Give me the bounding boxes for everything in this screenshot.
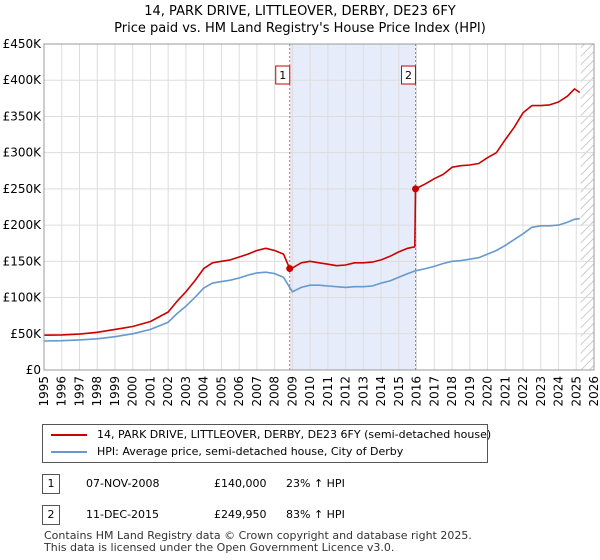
x-tick-label: 2014 bbox=[374, 376, 388, 407]
shaded-period bbox=[289, 44, 416, 370]
annotation-label: 2 bbox=[405, 69, 412, 82]
transaction-hpi: 83% ↑ HPI bbox=[286, 508, 345, 521]
x-tick-label: 1995 bbox=[37, 376, 51, 407]
x-tick-label: 2010 bbox=[303, 376, 317, 407]
y-tick-label: £100K bbox=[3, 291, 43, 305]
y-tick-label: £200K bbox=[3, 218, 43, 232]
x-tick-label: 2023 bbox=[534, 376, 548, 407]
series-line-property bbox=[43, 88, 581, 336]
sale-point bbox=[286, 265, 294, 273]
x-tick-label: 2008 bbox=[268, 376, 282, 407]
series-line-hpi bbox=[43, 217, 580, 342]
transaction-marker: 2 bbox=[42, 505, 60, 525]
x-tick-label: 2013 bbox=[356, 376, 370, 407]
x-tick-label: 2026 bbox=[587, 376, 600, 407]
annotation-box bbox=[275, 65, 291, 85]
transaction-date: 11-DEC-2015 bbox=[86, 508, 160, 521]
x-tick-label: 1999 bbox=[108, 376, 122, 407]
y-tick-label: £350K bbox=[3, 109, 43, 123]
x-tick-label: 2020 bbox=[481, 376, 495, 407]
legend-swatch-property bbox=[51, 434, 87, 436]
legend: 14, PARK DRIVE, LITTLEOVER, DERBY, DE23 … bbox=[42, 424, 492, 463]
plot-border bbox=[43, 43, 595, 371]
transaction-price: £249,950 bbox=[214, 508, 267, 521]
x-tick-label: 2000 bbox=[126, 376, 140, 407]
x-tick-label: 2021 bbox=[498, 376, 512, 407]
footer: Contains HM Land Registry data © Crown c… bbox=[44, 530, 472, 554]
x-tick-label: 2009 bbox=[285, 376, 299, 407]
y-tick-label: £250K bbox=[3, 182, 43, 196]
transaction-date: 07-NOV-2008 bbox=[86, 477, 160, 490]
y-tick-label: £150K bbox=[3, 254, 43, 268]
footer-licence: This data is licensed under the Open Gov… bbox=[44, 541, 395, 554]
x-tick-label: 2006 bbox=[232, 376, 246, 407]
x-tick-label: 1997 bbox=[72, 376, 86, 407]
x-tick-label: 1996 bbox=[55, 376, 69, 407]
footer-copyright: Contains HM Land Registry data © Crown c… bbox=[44, 529, 472, 542]
x-tick-label: 2012 bbox=[339, 376, 353, 407]
x-tick-label: 2017 bbox=[427, 376, 441, 407]
x-tick-label: 2015 bbox=[392, 376, 406, 407]
x-tick-label: 2024 bbox=[552, 376, 566, 407]
x-tick-label: 2005 bbox=[214, 376, 228, 407]
transaction-row: 2 11-DEC-2015 £249,950 83% ↑ HPI bbox=[42, 505, 345, 525]
legend-label-property: 14, PARK DRIVE, LITTLEOVER, DERBY, DE23 … bbox=[97, 428, 492, 441]
x-tick-label: 2001 bbox=[143, 376, 157, 407]
x-tick-label: 2025 bbox=[569, 376, 583, 407]
transaction-row: 1 07-NOV-2008 £140,000 23% ↑ HPI bbox=[42, 474, 345, 494]
transaction-marker: 1 bbox=[42, 474, 60, 494]
y-tick-label: £50K bbox=[10, 327, 42, 341]
chart-subtitle: Price paid vs. HM Land Registry's House … bbox=[114, 21, 486, 36]
chart-title: 14, PARK DRIVE, LITTLEOVER, DERBY, DE23 … bbox=[144, 4, 456, 19]
x-tick-label: 2018 bbox=[445, 376, 459, 407]
x-tick-label: 2003 bbox=[179, 376, 193, 407]
x-tick-label: 2011 bbox=[321, 376, 335, 407]
future-hatch bbox=[580, 44, 594, 370]
sale-point bbox=[412, 185, 420, 193]
x-tick-label: 2016 bbox=[410, 376, 424, 407]
price-chart: £0 £50K £100K £150K £200K £250K £300K £350K £400… bbox=[3, 37, 600, 407]
x-tick-label: 2004 bbox=[197, 376, 211, 407]
x-tick-label: 2019 bbox=[463, 376, 477, 407]
transaction-hpi: 23% ↑ HPI bbox=[286, 477, 345, 490]
y-tick-label: £400K bbox=[3, 73, 43, 87]
y-tick-label: £300K bbox=[3, 146, 43, 160]
y-tick-label: £450K bbox=[3, 37, 43, 51]
x-tick-label: 1998 bbox=[90, 376, 104, 407]
legend-swatch-hpi bbox=[51, 451, 87, 453]
annotation-label: 1 bbox=[279, 69, 286, 82]
y-tick-label: £0 bbox=[26, 363, 41, 377]
x-tick-label: 2022 bbox=[516, 376, 530, 407]
x-tick-label: 2007 bbox=[250, 376, 264, 407]
legend-label-hpi: HPI: Average price, semi-detached house,… bbox=[97, 445, 404, 458]
transaction-price: £140,000 bbox=[214, 477, 267, 490]
x-tick-label: 2002 bbox=[161, 376, 175, 407]
annotation-box bbox=[401, 65, 417, 85]
